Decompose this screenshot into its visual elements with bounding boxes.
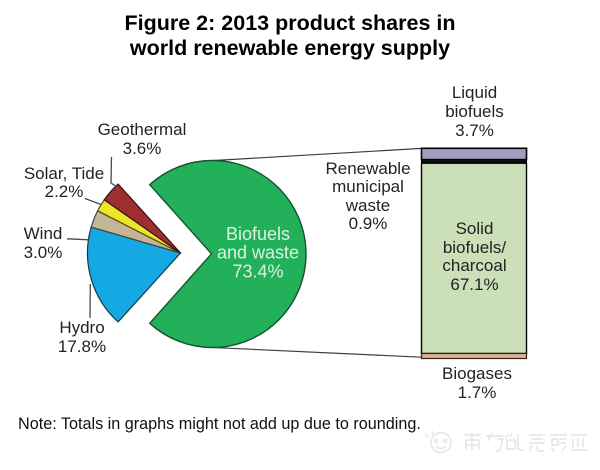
svg-text:73.4%: 73.4%	[232, 262, 283, 282]
svg-text:Biofuels: Biofuels	[226, 224, 290, 244]
svg-text:and waste: and waste	[217, 243, 299, 263]
